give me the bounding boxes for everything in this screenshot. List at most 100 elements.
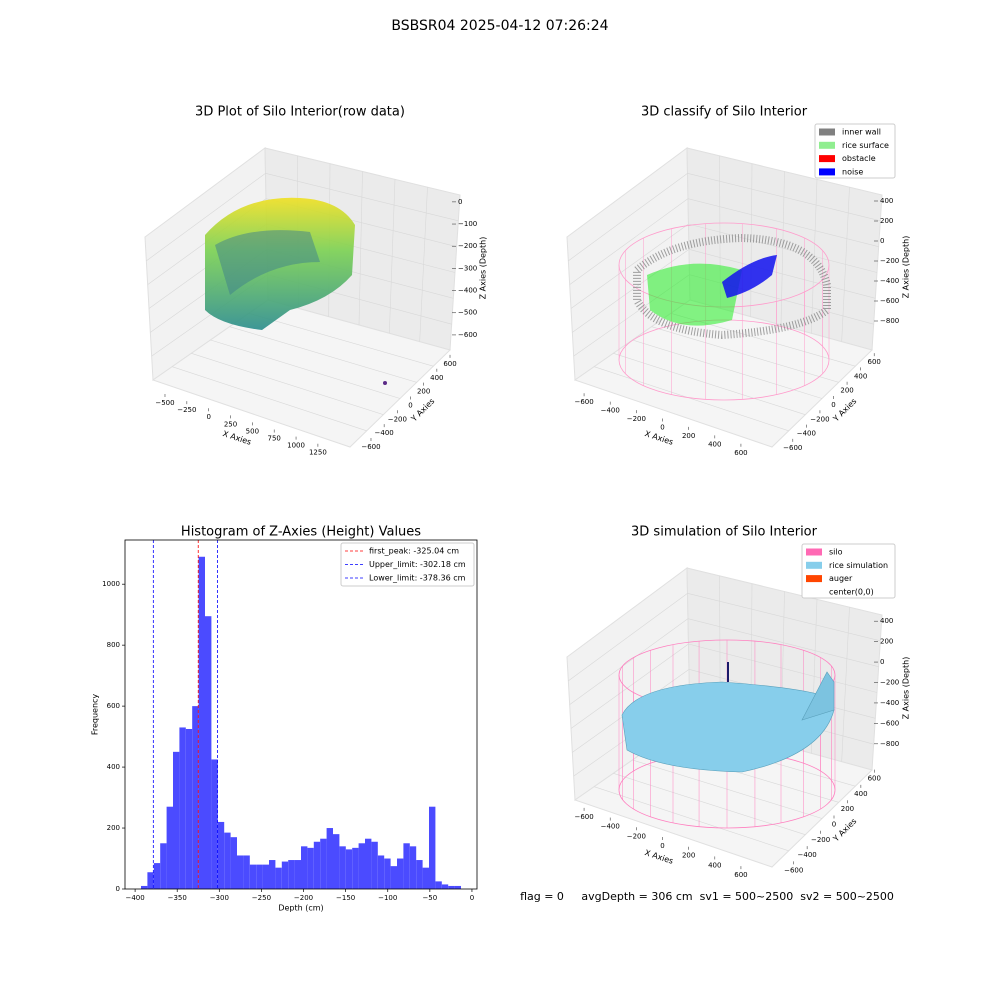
y-tick-label: 600 bbox=[443, 360, 456, 368]
bar bbox=[320, 838, 327, 889]
bar bbox=[307, 847, 314, 889]
bar bbox=[185, 728, 193, 889]
y-tick-label: 400 bbox=[107, 763, 120, 771]
legend-swatch bbox=[806, 588, 822, 596]
y-tick-label: 1000 bbox=[102, 580, 120, 588]
x-tick-label: 500 bbox=[246, 427, 259, 435]
x-tick-label: 0 bbox=[660, 424, 664, 432]
axes-title: 3D classify of Silo Interior bbox=[641, 105, 808, 120]
bar bbox=[409, 846, 417, 889]
bar bbox=[147, 872, 154, 889]
bar bbox=[262, 864, 269, 889]
bar bbox=[281, 861, 289, 889]
z-tick-label: 200 bbox=[880, 638, 893, 646]
z-tick-label: −800 bbox=[880, 740, 899, 748]
bar bbox=[205, 616, 212, 889]
x-tick-label: 200 bbox=[682, 852, 695, 860]
x-tick-label: 600 bbox=[734, 449, 747, 457]
bar bbox=[230, 837, 237, 889]
bar bbox=[211, 759, 218, 889]
bar bbox=[249, 864, 257, 889]
legend-swatch bbox=[819, 141, 835, 149]
y-tick-label: 200 bbox=[841, 805, 854, 813]
pane-grid bbox=[248, 313, 434, 367]
x-tick-label: −600 bbox=[574, 813, 593, 821]
bar bbox=[224, 832, 231, 889]
bar bbox=[275, 867, 282, 889]
pane-grid bbox=[570, 223, 689, 309]
z-tick-label: −400 bbox=[880, 277, 899, 285]
legend-swatch bbox=[819, 168, 835, 176]
x-tick-label: −200 bbox=[627, 415, 646, 423]
bar bbox=[397, 858, 404, 889]
y-tick-label: 600 bbox=[107, 702, 120, 710]
pane-grid bbox=[613, 353, 806, 415]
bar bbox=[237, 855, 244, 889]
wall-points bbox=[633, 233, 831, 340]
rice-points bbox=[647, 263, 742, 326]
x-tick-label: −400 bbox=[601, 823, 620, 831]
y-tick-label: 0 bbox=[116, 885, 120, 893]
z-tick-label: −400 bbox=[880, 699, 899, 707]
legend-label: silo bbox=[829, 548, 843, 557]
bar bbox=[192, 706, 199, 889]
legend-box bbox=[801, 543, 896, 599]
pane-grid bbox=[210, 339, 401, 399]
z-axis-label: Z Axies (Depth) bbox=[902, 657, 911, 720]
pane-grid bbox=[572, 249, 690, 333]
legend-box bbox=[814, 123, 896, 179]
y-tick-label: −600 bbox=[361, 443, 380, 451]
bar bbox=[301, 846, 308, 889]
y-axis-label: Frequency bbox=[91, 694, 100, 736]
x-tick-label: −400 bbox=[125, 894, 144, 902]
bar bbox=[153, 863, 161, 889]
pane-grid bbox=[570, 643, 689, 729]
axes-title: Histogram of Z-Axies (Height) Values bbox=[181, 525, 421, 540]
x-tick-label: 750 bbox=[268, 435, 281, 443]
bar bbox=[243, 855, 250, 889]
footer-text: flag = 0 avgDepth = 306 cm sv1 = 500~250… bbox=[520, 890, 894, 903]
z-tick-label: 0 bbox=[458, 198, 462, 206]
legend-label: inner wall bbox=[842, 128, 881, 137]
x-tick-label: −250 bbox=[252, 894, 271, 902]
axes-panes bbox=[566, 567, 883, 868]
x-tick-label: −300 bbox=[210, 894, 229, 902]
bar bbox=[141, 885, 148, 889]
bar bbox=[294, 860, 301, 889]
z-tick-label: −800 bbox=[880, 317, 899, 325]
bar bbox=[160, 843, 167, 889]
point-cloud bbox=[215, 230, 320, 295]
bar bbox=[166, 806, 173, 889]
bar bbox=[454, 885, 461, 889]
y-tick-label: 0 bbox=[408, 401, 412, 409]
pane-grid bbox=[651, 326, 839, 383]
x-axis-label: Depth (cm) bbox=[278, 904, 323, 913]
rice-surface bbox=[801, 671, 835, 721]
legend-label: noise bbox=[842, 167, 863, 176]
z-tick-label: −200 bbox=[880, 257, 899, 265]
legend-swatch bbox=[819, 155, 835, 163]
y-tick-label: 200 bbox=[840, 387, 853, 395]
axes-title: 3D simulation of Silo Interior bbox=[631, 525, 818, 540]
plot-frame bbox=[124, 539, 478, 890]
x-tick-label: −150 bbox=[336, 894, 355, 902]
pane-grid bbox=[841, 607, 850, 762]
x-tick-label: 400 bbox=[708, 861, 721, 869]
y-tick-label: −200 bbox=[811, 836, 830, 844]
z-tick-label: 0 bbox=[880, 658, 884, 666]
bar bbox=[358, 843, 365, 889]
pane-grid bbox=[146, 173, 266, 262]
pane-grid bbox=[191, 353, 384, 415]
pane-grid bbox=[632, 339, 823, 399]
bar bbox=[313, 841, 321, 889]
legend-label: rice simulation bbox=[829, 561, 888, 570]
pane-grid bbox=[568, 593, 688, 682]
y-tick-label: −400 bbox=[797, 430, 816, 438]
bar bbox=[365, 838, 372, 889]
y-tick-label: 0 bbox=[832, 821, 836, 829]
pane-grid bbox=[569, 198, 689, 285]
y-tick-label: −200 bbox=[810, 415, 829, 423]
z-tick-label: 400 bbox=[880, 197, 893, 205]
bar bbox=[416, 860, 423, 889]
